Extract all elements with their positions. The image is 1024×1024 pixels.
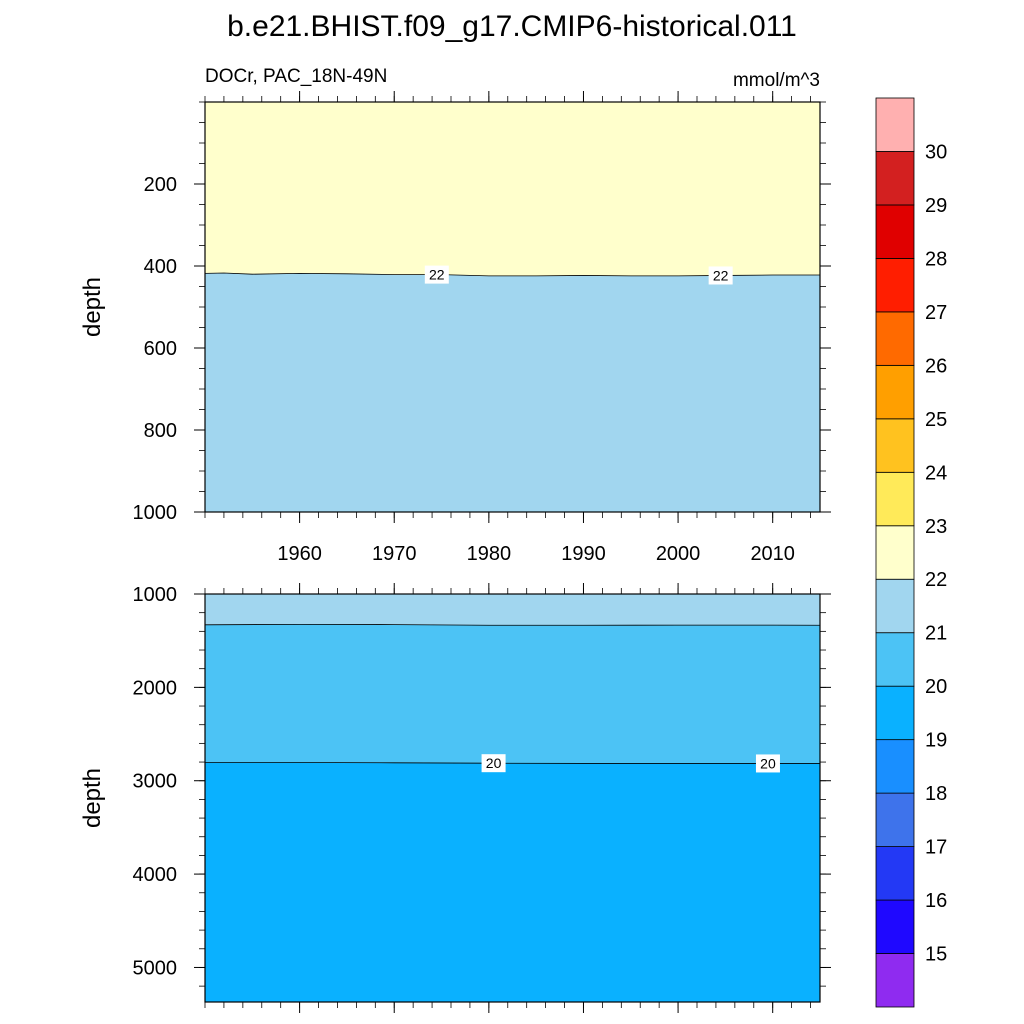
x-tick-label: 2000: [656, 543, 701, 565]
colorbar-swatch: [875, 685, 915, 741]
colorbar-swatch: [875, 151, 915, 206]
y-tick-label: 1000: [133, 502, 178, 524]
band-22-23: [205, 102, 820, 276]
contour-label-20: 20: [486, 755, 502, 771]
colorbar-swatch: [875, 953, 915, 1008]
colorbar-swatch: [875, 471, 915, 527]
upper-panel: 22 22 200 400 600 800 1000 1960 1970 1980 1990 2000…: [79, 91, 831, 565]
contour-label-box: [481, 754, 506, 773]
colorbar-label: 26: [925, 355, 947, 377]
colorbar-label: 20: [925, 676, 947, 698]
contour-label-box: [755, 754, 780, 773]
y-tick-label: 200: [144, 174, 177, 196]
colorbar-label: 22: [925, 569, 947, 591]
colorbar-label: 24: [925, 462, 947, 484]
colorbar-label: 28: [925, 248, 947, 270]
x-tick-label: 2010: [750, 543, 795, 565]
contour-line-21: [204, 623, 821, 626]
colorbar-label: 23: [925, 516, 947, 538]
colorbar-swatch: [875, 578, 915, 634]
y-tick-label: 5000: [133, 957, 178, 979]
plot-frame: [204, 593, 821, 1003]
colorbar-swatch: [875, 632, 915, 687]
x-tick-label: 1990: [561, 543, 606, 565]
colorbar-label: 17: [925, 837, 947, 859]
lower-panel: 20 20 1000 2000 3000 4000 5000 depth: [79, 583, 831, 1013]
colorbar-label: 30: [925, 141, 947, 163]
colorbar-label: 19: [925, 730, 947, 752]
colorbar-swatch: [875, 418, 915, 473]
colorbar-label: 15: [925, 944, 947, 966]
colorbar-swatch: [875, 258, 915, 313]
x-tick-label: 1980: [467, 543, 512, 565]
colorbar-swatch: [875, 846, 915, 901]
units-label: mmol/m^3: [733, 70, 820, 91]
contour-label-22: 22: [429, 267, 445, 283]
colorbar-swatch: [875, 311, 915, 366]
colorbar-swatch: [875, 204, 915, 259]
y-tick-label: 3000: [133, 771, 178, 793]
contour-label-box: [708, 266, 733, 285]
colorbar-swatch: [875, 97, 915, 152]
colorbar: 15 16 17 18 19 20 21 22 23 24 25 26 27 28 29 30: [875, 97, 947, 1008]
y-axis-label: depth: [79, 768, 106, 828]
colorbar-label: 27: [925, 302, 947, 324]
colorbar-label: 25: [925, 409, 947, 431]
x-tick-label: 1970: [372, 543, 417, 565]
y-tick-label: 2000: [133, 677, 178, 699]
colorbar-swatch: [875, 792, 915, 847]
band-20-21: [205, 594, 820, 764]
colorbar-label: 18: [925, 783, 947, 805]
chart-title: b.e21.BHIST.f09_g17.CMIP6-historical.011: [227, 10, 797, 43]
contour-label-box: [424, 265, 449, 284]
contour-label-20: 20: [760, 755, 776, 771]
band-21-22: [205, 594, 820, 626]
colorbar-label: 21: [925, 623, 947, 645]
colorbar-label: 29: [925, 195, 947, 217]
y-tick-label: 4000: [133, 864, 178, 886]
x-tick-label: 1960: [277, 543, 322, 565]
colorbar-swatch: [875, 364, 915, 420]
y-axis-label: depth: [79, 277, 106, 337]
colorbar-label: 16: [925, 890, 947, 912]
y-tick-label: 400: [144, 256, 177, 278]
y-tick-label: 800: [144, 420, 177, 442]
colorbar-swatch: [875, 899, 915, 954]
colorbar-swatch: [875, 525, 915, 580]
colorbar-swatch: [875, 739, 915, 794]
contour-label-22: 22: [713, 267, 729, 283]
variable-label: DOCr, PAC_18N-49N: [205, 66, 387, 87]
y-tick-label: 600: [144, 338, 177, 360]
y-tick-label: 1000: [133, 584, 178, 606]
